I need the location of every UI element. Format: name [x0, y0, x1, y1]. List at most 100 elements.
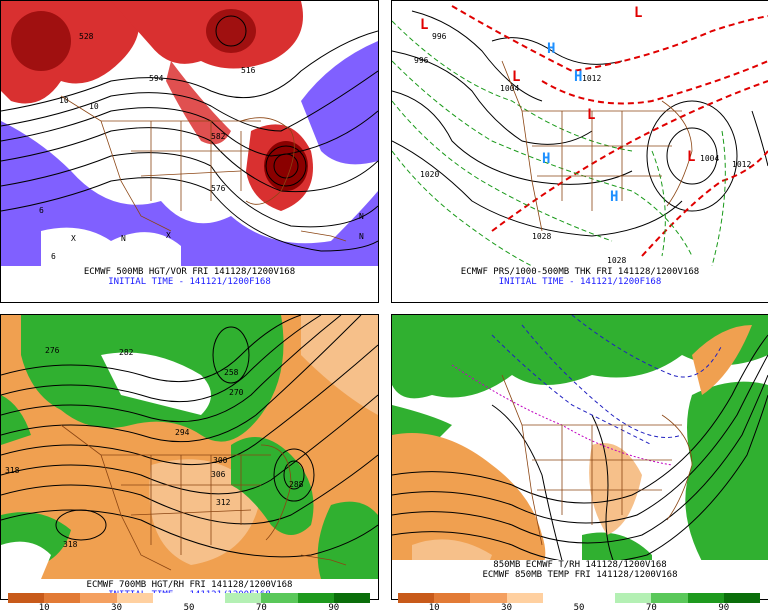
colorbar-swatch	[261, 593, 298, 603]
colorbar-tick-label: 10	[428, 603, 440, 613]
dry-area-ne	[692, 325, 752, 395]
colorbar-swatch	[723, 593, 761, 603]
svg-text:1012: 1012	[582, 74, 601, 83]
svg-text:996: 996	[414, 56, 429, 65]
svg-text:996: 996	[432, 32, 447, 41]
svg-text:516: 516	[241, 66, 256, 75]
panel-caption-time: INITIAL TIME - 141121/1200F168	[392, 277, 768, 287]
colorbar-swatch	[542, 593, 580, 603]
svg-text:X: X	[71, 234, 76, 243]
political-borders	[501, 60, 693, 232]
map-850mb	[392, 315, 768, 579]
panel-caption-time: ECMWF 850MB TEMP FRI 141128/1200V168	[392, 570, 768, 580]
moist-area-interior	[101, 352, 211, 415]
panel-caption-main: ECMWF 700MB HGT/RH FRI 141128/1200V168	[1, 580, 378, 590]
low-symbol: L	[687, 149, 695, 165]
svg-text:6: 6	[51, 252, 56, 261]
colorbar-tick-label: 50	[183, 603, 195, 613]
svg-text:270: 270	[229, 388, 244, 397]
colorbar-swatch	[8, 593, 45, 603]
colorbar-swatch	[398, 593, 435, 603]
vorticity-core-n	[206, 9, 256, 53]
colorbar-swatch	[152, 593, 190, 603]
vorticity-core-nw	[11, 11, 71, 71]
dry-area-central	[589, 443, 642, 535]
colorbar-swatch	[225, 593, 262, 603]
colorbar-swatch	[434, 593, 471, 603]
pressure-labels: 996 996 1004 1012 1020 1028 1028 1012 10…	[414, 32, 751, 265]
temperature-contours	[392, 334, 768, 579]
colorbar-swatch	[333, 593, 371, 603]
political-borders	[60, 95, 347, 242]
svg-text:594: 594	[149, 74, 164, 83]
colorbar-swatch	[687, 593, 724, 603]
svg-text:N: N	[359, 212, 364, 221]
colorbar-swatch	[651, 593, 688, 603]
svg-text:1028: 1028	[532, 232, 551, 241]
svg-text:1020: 1020	[420, 170, 439, 179]
colorbar-swatch	[189, 593, 226, 603]
low-symbol: L	[587, 107, 595, 123]
colorbar-tick-label: 70	[255, 603, 267, 613]
map-500mb: 528 516 576 582 594 10 10 6 6 X X N N N	[1, 1, 378, 266]
contour-labels: 528 516 576 582 594 10 10 6 6 X X N N N	[39, 32, 364, 261]
high-symbol: H	[574, 69, 582, 85]
colorbar-swatch	[116, 593, 153, 603]
political-borders	[60, 424, 347, 571]
moist-area-north	[392, 315, 768, 399]
colorbar-swatch	[470, 593, 507, 603]
map-prs-thk: 996 996 1004 1012 1020 1028 1028 1012 10…	[392, 5, 768, 266]
panel-caption-main: ECMWF PRS/1000-500MB THK FRI 141128/1200…	[392, 267, 768, 277]
height-contours	[1, 315, 378, 558]
svg-text:276: 276	[45, 346, 60, 355]
high-symbol: H	[547, 41, 555, 57]
colorbar-tick-label: 50	[573, 603, 585, 613]
panel-caption-main: 850MB ECMWF T/RH 141128/1200V168	[392, 560, 768, 570]
svg-text:318: 318	[5, 466, 20, 475]
colorbar-tick-label: 10	[38, 603, 50, 613]
svg-text:300: 300	[213, 456, 228, 465]
svg-text:294: 294	[175, 428, 190, 437]
negative-vorticity-area	[1, 121, 378, 266]
low-symbol: L	[634, 5, 642, 21]
svg-text:10: 10	[89, 102, 99, 111]
svg-text:582: 582	[211, 132, 226, 141]
svg-text:N: N	[121, 234, 126, 243]
svg-text:N: N	[359, 232, 364, 241]
svg-text:576: 576	[211, 184, 226, 193]
colorbar-tick-label: 90	[718, 603, 730, 613]
pressure-contours	[392, 10, 768, 237]
svg-text:10: 10	[59, 96, 69, 105]
negative-vorticity-area-east	[301, 41, 378, 165]
colorbar-swatch	[44, 593, 81, 603]
dry-white-sw	[1, 541, 51, 579]
panel-caption-main: ECMWF 500MB HGT/VOR FRI 141128/1200V168	[1, 267, 378, 277]
vorticity-core-se	[264, 141, 308, 191]
colorbar-swatch	[615, 593, 652, 603]
thickness-contours-green	[392, 20, 726, 266]
colorbar-swatch	[579, 593, 616, 603]
colorbar-swatch	[297, 593, 334, 603]
colorbar-rh-right	[398, 593, 761, 603]
svg-text:306: 306	[211, 470, 226, 479]
svg-text:258: 258	[224, 368, 239, 377]
moist-area-east	[685, 381, 768, 579]
colorbar-tick-label: 90	[328, 603, 340, 613]
svg-text:1012: 1012	[732, 160, 751, 169]
thickness-contours-red	[451, 5, 768, 257]
svg-text:1004: 1004	[700, 154, 719, 163]
colorbar-rh-left	[8, 593, 371, 603]
colorbar-tick-label: 30	[111, 603, 123, 613]
panel-prs-thk: 996 996 1004 1012 1020 1028 1028 1012 10…	[391, 0, 768, 303]
panel-700mb-hgt-rh: 276 282 258 270 294 300 306 312 318 318 …	[0, 314, 379, 600]
panel-caption-time: INITIAL TIME - 141121/1200F168	[1, 277, 378, 287]
svg-text:312: 312	[216, 498, 231, 507]
colorbar-swatch	[80, 593, 117, 603]
vorticity-tongue	[166, 61, 231, 145]
colorbar-swatch	[506, 593, 543, 603]
svg-text:318: 318	[63, 540, 78, 549]
panel-850mb-t-rh: 850MB ECMWF T/RH 141128/1200V168 ECMWF 8…	[391, 314, 768, 600]
low-symbol: L	[512, 69, 520, 85]
svg-text:1028: 1028	[607, 256, 626, 265]
temperature-contours-cold	[491, 315, 723, 446]
